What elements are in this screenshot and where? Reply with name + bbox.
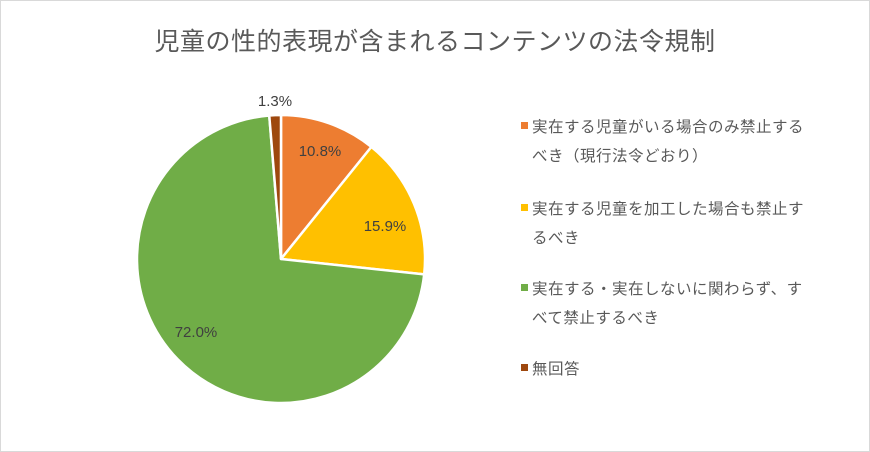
pie-slice-no-answer [268,113,283,261]
legend-item-all-prohibited: 実在する・実在しないに関わらず、す べて禁止するべき [521,275,861,355]
legend-item-only-real-children: 実在する児童がいる場合のみ禁止する べき（現行法令どおり） [521,113,861,195]
legend-swatch [521,204,528,211]
legend-swatch [521,284,528,291]
slice-label-no-answer: 1.3% [258,93,292,110]
slice-label-only-real-children: 10.8% [299,143,342,160]
legend-text: 実在する・実在しないに関わらず、す べて禁止するべき [532,280,803,327]
legend-text: 無回答 [532,360,581,378]
slice-label-processed-images: 15.9% [364,218,407,235]
legend-text: 実在する児童を加工した場合も禁止す るべき [532,200,805,247]
pie-slice-processed-images [279,145,427,276]
pie-slice-only-real-children [279,113,373,261]
legend-item-no-answer: 無回答 [521,355,861,395]
legend-swatch [521,122,528,129]
legend-item-processed-images: 実在する児童を加工した場合も禁止す るべき [521,195,861,275]
legend-swatch [521,364,528,371]
legend: 実在する児童がいる場合のみ禁止する べき（現行法令どおり） 実在する児童を加工し… [521,113,861,395]
slice-label-all-prohibited: 72.0% [175,324,218,341]
chart-title: 児童の性的表現が含まれるコンテンツの法令規制 [154,27,716,56]
legend-text: 実在する児童がいる場合のみ禁止する べき（現行法令どおり） [532,118,805,165]
